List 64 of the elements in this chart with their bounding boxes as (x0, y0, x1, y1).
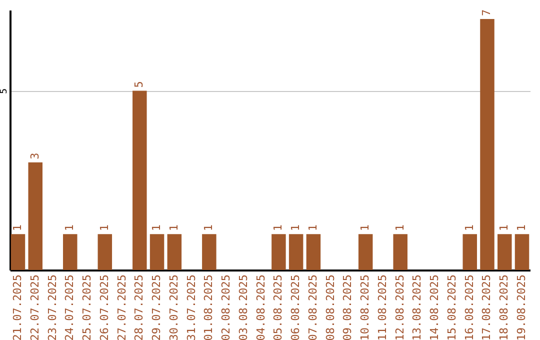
bar (167, 234, 182, 270)
bar (514, 234, 530, 270)
bar (358, 234, 373, 270)
x-tick-label: 29.07.2025 (150, 274, 164, 340)
x-tick-label: 14.08.2025 (428, 274, 442, 340)
data-label: 1 (150, 224, 164, 232)
x-tick-label: 09.08.2025 (341, 274, 354, 340)
x-tick-label: 19.08.2025 (515, 274, 528, 340)
x-tick-label: 28.07.2025 (132, 274, 146, 340)
data-label: 1 (202, 224, 216, 232)
data-label: 1 (272, 224, 285, 232)
x-tick-label: 18.08.2025 (498, 274, 511, 340)
bar (150, 234, 164, 270)
x-tick-label: 12.08.2025 (393, 274, 406, 340)
bar (288, 234, 304, 270)
x-tick-label: 21.07.2025 (10, 274, 24, 340)
bar (63, 234, 78, 270)
x-tick-label: 27.07.2025 (115, 274, 128, 340)
data-label: 1 (462, 224, 476, 232)
x-tick-label: 31.07.2025 (184, 274, 198, 340)
bar (132, 90, 147, 270)
data-label: 1 (289, 224, 302, 232)
data-label: 1 (393, 224, 406, 232)
bar (462, 234, 477, 270)
x-tick-label: 05.08.2025 (272, 274, 285, 340)
x-tick-label: 16.08.2025 (462, 274, 476, 340)
x-tick-label: 23.07.2025 (46, 274, 59, 340)
x-tick-label: 01.08.2025 (202, 274, 216, 340)
data-label: 1 (498, 224, 511, 232)
x-tick-label: 04.08.2025 (254, 274, 268, 340)
data-label: 1 (515, 224, 528, 232)
x-tick-label: 30.07.2025 (167, 274, 180, 340)
bar (272, 234, 286, 270)
x-tick-label: 06.08.2025 (289, 274, 302, 340)
x-tick-label: 26.07.2025 (98, 274, 111, 340)
bar (306, 234, 321, 270)
x-tick-label: 03.08.2025 (236, 274, 250, 340)
x-tick-label: 11.08.2025 (376, 274, 389, 340)
x-tick-label: 17.08.2025 (480, 274, 494, 340)
data-label: 1 (167, 224, 180, 232)
data-label: 1 (306, 224, 320, 232)
x-tick-label: 02.08.2025 (220, 274, 233, 340)
x-tick-label: 25.07.2025 (80, 274, 94, 340)
data-label: 3 (28, 152, 42, 160)
x-tick-label: 15.08.2025 (445, 274, 458, 340)
data-label: 1 (63, 224, 76, 232)
data-label: 1 (98, 224, 111, 232)
x-tick-label: 10.08.2025 (358, 274, 372, 340)
x-tick-label: 08.08.2025 (324, 274, 337, 340)
x-tick-label: 07.08.2025 (306, 274, 320, 340)
bar (393, 234, 408, 270)
x-tick-label: 24.07.2025 (63, 274, 76, 340)
data-label: 1 (358, 224, 372, 232)
data-label: 1 (10, 224, 24, 232)
bar (480, 18, 494, 270)
x-tick-label: 22.07.2025 (28, 274, 42, 340)
bar (28, 162, 42, 270)
bar (202, 234, 216, 270)
data-label: 5 (132, 81, 146, 88)
bar (10, 234, 26, 270)
x-tick-label: 13.08.2025 (410, 274, 424, 340)
bar (498, 234, 512, 270)
data-label: 7 (480, 9, 494, 16)
bar (98, 234, 112, 270)
